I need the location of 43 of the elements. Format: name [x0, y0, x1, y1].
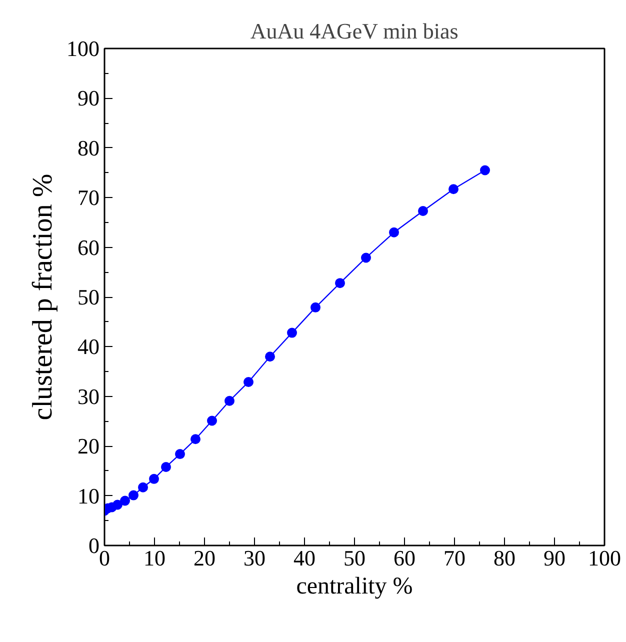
x-tick-label: 80 [494, 546, 516, 570]
point [418, 206, 428, 216]
y-tick-label: 60 [78, 234, 100, 260]
y-tick-label: 30 [78, 384, 100, 409]
point [138, 482, 148, 492]
point [190, 434, 200, 444]
x-tick-label: 50 [344, 546, 366, 570]
y-tick-label: 20 [78, 434, 100, 459]
point [389, 227, 399, 238]
point [149, 474, 159, 484]
y-tick-label: 80 [78, 135, 100, 160]
x-tick-label: 40 [294, 546, 316, 570]
point [244, 376, 254, 387]
point [448, 184, 458, 194]
x-tick-label: 60 [394, 546, 416, 570]
point [265, 352, 275, 362]
point [361, 252, 371, 263]
y-tick-label: 100 [66, 36, 100, 61]
y-tick-label: 70 [78, 185, 100, 210]
x-tick-label: 20 [194, 546, 216, 570]
point [112, 500, 122, 510]
point [161, 462, 171, 472]
point [224, 396, 234, 406]
point [287, 328, 297, 338]
point [207, 416, 217, 426]
x-tick-label: 30 [244, 546, 266, 570]
y-tick-label: 40 [78, 334, 100, 360]
y-axis-title: clustered p fraction % [28, 174, 58, 420]
x-tick-label: 100 [588, 546, 621, 570]
point [480, 165, 490, 176]
chart-title: AuAu 4AGeV min bias [250, 18, 458, 44]
x-axis-title: centrality % [296, 574, 413, 600]
y-tick-label: 90 [78, 86, 100, 111]
point [335, 278, 345, 288]
point [128, 490, 138, 500]
x-tick-label: 70 [444, 546, 466, 570]
y-tick-label: 50 [78, 284, 100, 310]
x-tick-label: 90 [544, 546, 566, 570]
y-tick-label: 10 [78, 483, 100, 508]
point [175, 449, 185, 460]
x-tick-label: 10 [144, 546, 166, 570]
point [310, 302, 320, 312]
point [120, 496, 130, 506]
